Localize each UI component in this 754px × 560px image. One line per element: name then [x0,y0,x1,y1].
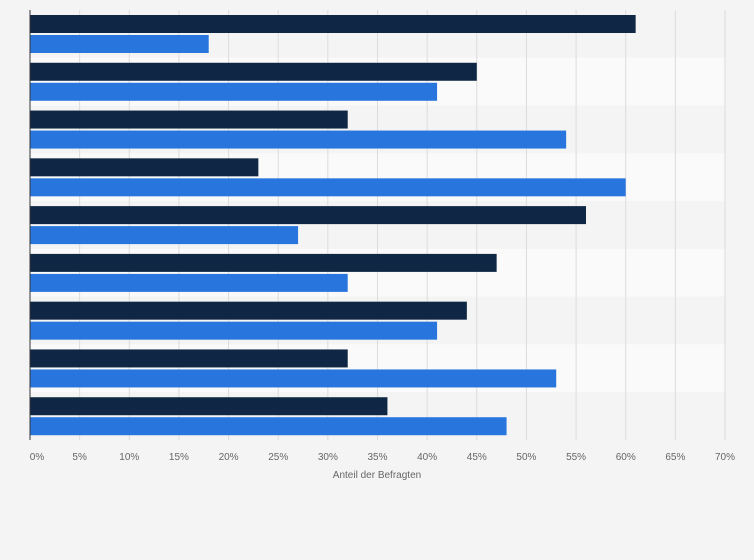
bar-series2-row1 [30,35,209,53]
bar-series1-row4 [30,158,259,177]
x-tick-label: 40% [417,452,437,463]
x-tick-label: 20% [219,452,239,463]
x-tick-label: 50% [516,452,536,463]
bar-series2-row4 [30,178,626,197]
bar-series1-row2 [30,62,477,81]
bar-series2-row6 [30,273,348,292]
bar-series2-row3 [30,130,567,149]
bar-series2-row9 [30,417,507,436]
bar-series1-row6 [30,253,497,272]
x-tick-label: 35% [367,452,387,463]
x-tick-label: 5% [72,452,87,463]
bar-series1-row5 [30,206,586,225]
bar-series2-row7 [30,321,438,340]
bar-series2-row2 [30,82,438,101]
x-tick-label: 65% [665,452,685,463]
x-axis-title: Anteil der Befragten [333,470,421,481]
bars [30,15,636,436]
x-tick-label: 45% [467,452,487,463]
x-tick-label: 0% [30,452,45,463]
x-tick-label: 30% [318,452,338,463]
x-tick-label: 15% [169,452,189,463]
x-tick-label: 55% [566,452,586,463]
bar-series1-row7 [30,301,467,320]
x-tick-label: 25% [268,452,288,463]
bar-series2-row5 [30,226,299,245]
bar-series1-row8 [30,349,348,368]
x-tick-labels: 0% 5% 10% 15% 20% 25% 30% 35% 40% 45% 50% 55% 60% 65%… [30,452,735,463]
x-tick-label: 10% [119,452,139,463]
bar-series1-row9 [30,397,388,416]
bar-series2-row8 [30,369,557,388]
bar-series1-row1 [30,15,636,33]
bar-series1-row3 [30,110,348,129]
x-tick-label: 70% [715,452,735,463]
x-tick-label: 60% [616,452,636,463]
gridlines [79,10,726,440]
